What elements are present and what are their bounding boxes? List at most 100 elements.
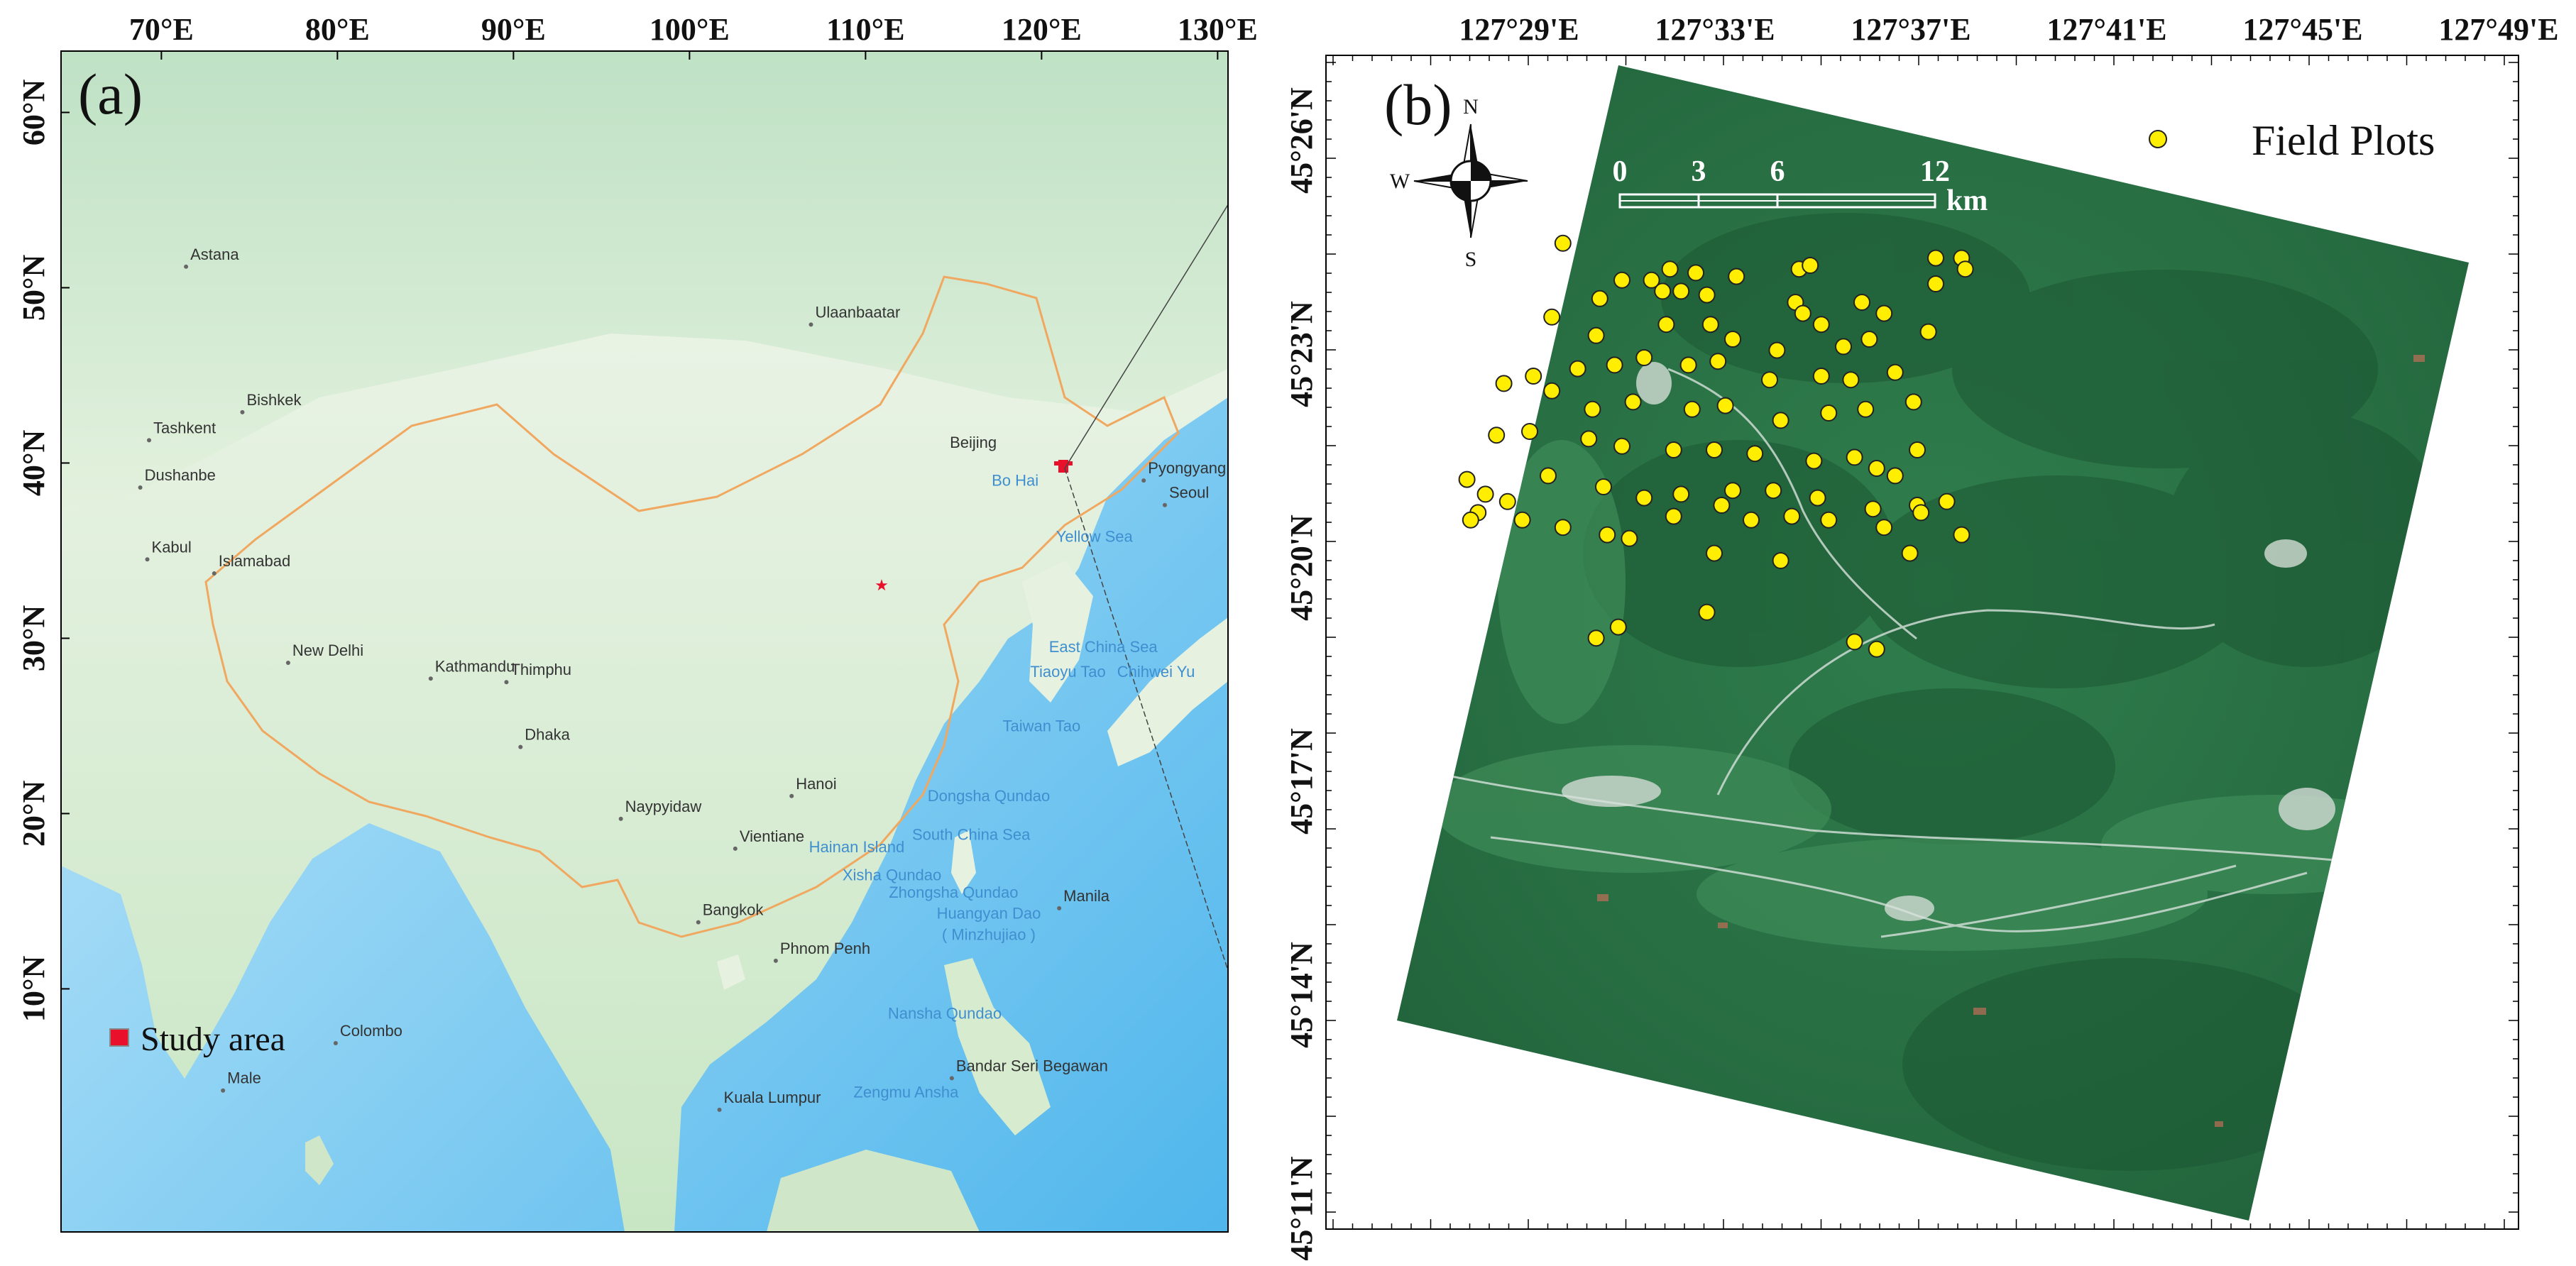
- field-plot-legend-icon: [2149, 130, 2167, 148]
- city-label: Colombo: [340, 1022, 402, 1040]
- field-plot-point: [1543, 308, 1561, 326]
- field-plots: [1458, 234, 1974, 658]
- field-plot-point: [1679, 356, 1697, 374]
- field-plot-point: [1635, 349, 1653, 366]
- city-dot: [789, 793, 794, 798]
- city-dot: [949, 1076, 954, 1081]
- korean-peninsula: [1022, 561, 1093, 703]
- scale-unit: km: [1946, 185, 1988, 217]
- field-plot-point: [1857, 400, 1875, 418]
- sea-label: Xisha Qundao: [843, 866, 941, 884]
- field-plot-point: [1525, 368, 1542, 385]
- sea-labels: Bo Hai Yellow Sea East China Sea Tiaoyu Tao…: [809, 472, 1195, 1101]
- scale-number-0: 0: [1613, 155, 1628, 188]
- philippine-islands: [944, 958, 1051, 1135]
- field-plot-point: [1864, 500, 1882, 518]
- sea-label: Yellow Sea: [1056, 528, 1134, 546]
- lat-tick-label: 60°N: [16, 79, 51, 146]
- city-dot: [147, 438, 151, 443]
- lon-tick-label: 90°E: [481, 12, 546, 47]
- lat-tick-label: 40°N: [16, 430, 51, 497]
- lon-tick-label: 127°41'E: [2046, 12, 2166, 47]
- lon-tick-label: 127°45'E: [2242, 12, 2362, 47]
- lat-tick-label: 45°14'N: [1284, 942, 1319, 1048]
- city-dot: [428, 676, 433, 681]
- city-label: Astana: [190, 246, 239, 263]
- field-plot-point: [1746, 445, 1764, 463]
- field-plot-point: [1853, 294, 1870, 311]
- compass-s: S: [1465, 248, 1477, 271]
- panel-a-frame: [60, 50, 1229, 1233]
- field-plot-point: [1643, 271, 1660, 289]
- panel-b-longitude-ticks: 127°29'E 127°33'E 127°37'E 127°41'E 127°45'E…: [1332, 12, 2559, 1229]
- field-plot-point: [1820, 404, 1838, 422]
- city-label: Manila: [1063, 887, 1110, 905]
- field-plot-point: [1794, 304, 1812, 322]
- sea-label: Dongsha Qundao: [928, 787, 1050, 805]
- lon-tick-label: 110°E: [826, 12, 905, 47]
- field-plot-point: [1462, 511, 1479, 529]
- sea-label: South China Sea: [912, 826, 1031, 844]
- field-plot-point: [1761, 371, 1778, 389]
- city-label: Bangkok: [703, 901, 764, 919]
- sea-label: Hainan Island: [809, 838, 905, 856]
- city-label: Ulaanbaatar: [815, 303, 900, 321]
- field-plot-point: [1706, 544, 1723, 562]
- sea-label: Chihwei Yu: [1117, 663, 1195, 681]
- lat-tick-label: 10°N: [16, 956, 51, 1023]
- city-dot: [618, 816, 623, 821]
- field-plot-point: [1672, 282, 1690, 300]
- lon-tick-label: 127°49'E: [2438, 12, 2558, 47]
- panel-b-label: (b): [1384, 72, 1452, 137]
- panel-a-latitude-ticks: 60°N 50°N 40°N 30°N 20°N 10°N: [16, 79, 70, 1023]
- field-plot-point: [1768, 341, 1786, 359]
- field-plot-point: [1687, 264, 1704, 282]
- field-plot-point: [1868, 640, 1885, 658]
- field-plot-point: [1846, 448, 1863, 466]
- study-area-legend-label: Study area: [141, 1020, 285, 1058]
- northern-vegetation: [61, 51, 1228, 511]
- lon-tick-label: 127°29'E: [1459, 12, 1579, 47]
- field-plot-point: [1591, 290, 1608, 307]
- lon-tick-label: 80°E: [305, 12, 370, 47]
- field-plot-point: [1587, 629, 1605, 647]
- compass-w: W: [1390, 170, 1410, 193]
- field-plot-point: [1886, 363, 1904, 381]
- city-label: Bishkek: [246, 391, 302, 409]
- field-plot-point: [1569, 360, 1586, 378]
- city-dot: [504, 680, 509, 685]
- lat-tick-label: 45°23'N: [1284, 301, 1319, 407]
- field-plot-point: [1458, 470, 1476, 488]
- china-border: [204, 275, 1180, 938]
- city-dot: [518, 744, 523, 749]
- lat-tick-label: 20°N: [16, 781, 51, 847]
- field-plot-legend-label: Field Plots: [2252, 117, 2435, 164]
- panel-b-study-area-map: (b) N S E W 0 3 6 12: [1284, 12, 2559, 1261]
- city-dot: [809, 322, 813, 327]
- compass-n: N: [1463, 95, 1479, 119]
- lat-tick-label: 45°17'N: [1284, 728, 1319, 835]
- lat-tick-label: 30°N: [16, 605, 51, 672]
- scale-number-3: 3: [1692, 155, 1706, 188]
- lon-tick-label: 127°37'E: [1851, 12, 1971, 47]
- city-label: Bandar Seri Begawan: [956, 1057, 1108, 1074]
- field-plot-point: [1540, 467, 1557, 485]
- field-plot-point: [1783, 507, 1801, 525]
- field-plot-point: [1875, 304, 1893, 322]
- field-plot-point: [1809, 489, 1826, 507]
- city-dot: [145, 557, 150, 562]
- beijing-star-icon: ★: [875, 577, 889, 595]
- field-plot-point: [1657, 316, 1675, 334]
- field-plot-point: [1584, 400, 1601, 418]
- field-plot-point: [1613, 271, 1630, 289]
- field-plot-point: [1805, 452, 1823, 470]
- city-label: Kuala Lumpur: [724, 1089, 821, 1106]
- field-plot-point: [1901, 544, 1919, 562]
- city-label: Islamabad: [219, 552, 291, 570]
- city-label: Kabul: [152, 538, 192, 556]
- city-dot: [1162, 502, 1167, 507]
- connector-line-bottom: [1064, 468, 1228, 973]
- field-plot-point: [1635, 489, 1653, 507]
- city-label: Hanoi: [796, 775, 836, 793]
- sea-label: East China Sea: [1049, 638, 1158, 656]
